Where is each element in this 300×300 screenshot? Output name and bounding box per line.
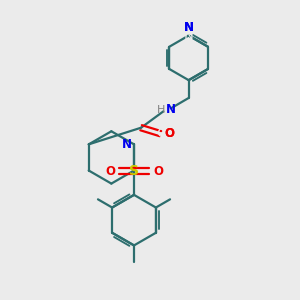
Text: H: H <box>157 105 165 115</box>
Text: N: N <box>184 21 194 34</box>
Text: N: N <box>166 103 176 116</box>
Text: O: O <box>164 127 174 140</box>
Text: O: O <box>153 165 163 178</box>
Text: N: N <box>184 21 194 34</box>
Text: O: O <box>105 165 115 178</box>
Text: N: N <box>180 29 198 42</box>
Text: N: N <box>122 138 132 151</box>
Text: S: S <box>129 164 139 178</box>
Text: O: O <box>149 127 172 140</box>
Text: O: O <box>164 127 174 140</box>
